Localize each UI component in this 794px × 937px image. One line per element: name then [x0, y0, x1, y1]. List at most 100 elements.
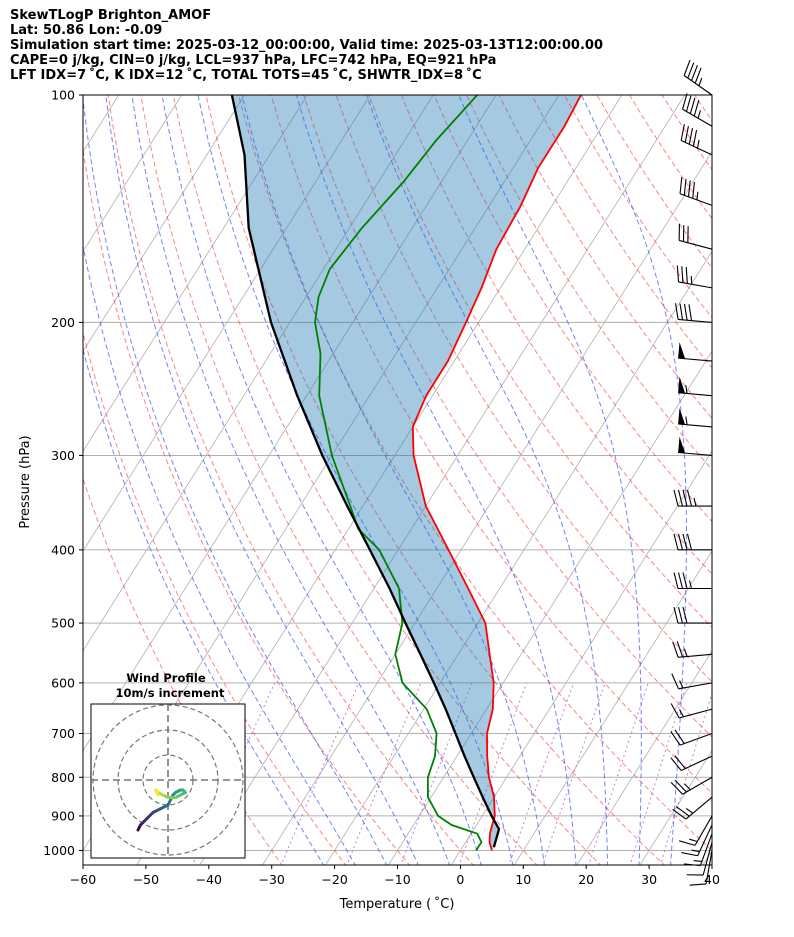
wind-barb: [670, 703, 713, 719]
wind-barb: [670, 755, 713, 771]
wind-barb-staff: [679, 193, 713, 206]
x-axis: −60 −50 −40 −30 −20 −10 0 10 20 30 40: [70, 865, 720, 887]
x-tick-label: −10: [384, 872, 410, 887]
moist-adiabat: [83, 243, 356, 865]
isotherm-gridline: [83, 95, 371, 552]
wind-barb: [686, 842, 713, 876]
wind-barb-half: [685, 416, 688, 425]
moist-adiabat: [131, 95, 451, 865]
dry-adiabat: [83, 330, 347, 865]
title-indices-lifted: LFT IDX=7 ˚C, K IDX=12 ˚C, TOTAL TOTS=45…: [10, 68, 482, 83]
x-axis-label: Temperature ( ˚C): [339, 896, 455, 912]
wind-barb-flag: [676, 265, 680, 282]
wind-barb-half: [688, 580, 693, 589]
moist-adiabat: [458, 95, 642, 865]
dewpoint-line: [314, 95, 483, 851]
dry-adiabat: [270, 95, 712, 794]
dry-adiabat: [563, 95, 712, 319]
wind-barb-staff: [705, 850, 713, 885]
wind-barb: [679, 177, 713, 206]
wind-barb-flag: [677, 606, 684, 624]
moist-adiabat: [241, 95, 545, 865]
hodograph-inset: Wind Profile 10m/s increment: [90, 671, 246, 859]
wind-barb-flag: [673, 489, 679, 507]
dry-adiabat: [107, 95, 474, 865]
mixing-ratio-line: [400, 682, 473, 865]
isotherm-gridline: [83, 95, 182, 253]
y-tick-label: 100: [51, 88, 75, 103]
y-tick-label: 600: [51, 675, 75, 690]
y-tick-label: 800: [51, 770, 75, 785]
isotherm-gridline: [702, 849, 712, 865]
wind-barb-flag: [675, 806, 690, 817]
dry-adiabat: [694, 95, 712, 122]
wind-barb-half: [693, 497, 697, 507]
mixing-ratio-line: [542, 682, 606, 865]
mixing-ratio-line: [346, 682, 422, 865]
wind-barb-staff: [685, 796, 713, 820]
wind-barb-flag: [685, 95, 692, 112]
wind-barb-pennant: [678, 436, 686, 454]
wind-barb: [689, 850, 713, 886]
wind-barb: [671, 673, 713, 690]
wind-barb-flag: [677, 533, 684, 550]
wind-barb-flag: [692, 181, 695, 199]
dry-adiabat: [303, 95, 712, 738]
wind-barb-half: [696, 139, 700, 149]
moist-adiabat: [105, 95, 419, 865]
wind-barb-flag: [680, 124, 685, 141]
wind-barb-staff: [678, 357, 713, 362]
wind-barb-staff: [699, 833, 713, 866]
mixing-ratio-line: [660, 691, 712, 865]
x-tick-label: −40: [196, 872, 222, 887]
wind-barb: [681, 824, 713, 857]
wind-barb-flag: [685, 267, 688, 284]
wind-barb-half: [683, 648, 688, 657]
wind-barb-flag: [673, 606, 679, 624]
y-axis: 1000 900 800 700 600 500 400 300 200 100: [43, 88, 83, 858]
wind-barb: [673, 489, 712, 507]
wind-barb: [670, 776, 713, 795]
wind-barb-flag: [679, 177, 683, 194]
isotherm-gridline: [513, 550, 712, 865]
wind-barb-flag: [686, 533, 693, 550]
chart-title: SkewTLogP Brighton_AMOF Lat: 50.86 Lon: …: [10, 8, 603, 83]
wind-barb-flag: [683, 59, 691, 76]
wind-barb-flag: [679, 303, 684, 320]
wind-barb: [673, 572, 712, 590]
wind-barb-flag: [673, 533, 679, 550]
wind-barb-flag: [671, 673, 680, 690]
wind-barb-flag: [678, 840, 696, 846]
wind-barb-flag: [677, 489, 684, 507]
wind-barb-flag: [674, 303, 679, 320]
wind-barb-flag: [682, 572, 688, 589]
mixing-ratio-line: [280, 682, 360, 865]
isotherm-gridline: [83, 95, 308, 452]
wind-barb-flag: [687, 180, 691, 197]
wind-barb-flag: [674, 755, 686, 769]
mixing-ratio-line: [508, 682, 575, 865]
dry-adiabat: [596, 95, 712, 269]
temperature-line: [411, 95, 582, 851]
wind-barb: [680, 124, 713, 156]
x-tick-label: 30: [641, 872, 657, 887]
wind-barb-staff: [680, 139, 713, 156]
wind-barb: [674, 303, 713, 323]
wind-barb-half: [698, 77, 703, 87]
parcel-profile-line: [230, 95, 501, 848]
wind-barb: [673, 606, 712, 624]
wind-barb-staff: [678, 318, 713, 323]
wind-barb-flag: [673, 572, 679, 589]
wind-barb-flag: [684, 126, 689, 143]
dry-adiabat: [83, 146, 410, 865]
dry-adiabat: [238, 95, 712, 852]
isotherm-gridline: [262, 150, 712, 865]
title-times: Simulation start time: 2025-03-12_00:00:…: [10, 38, 603, 53]
isotherm-gridline: [324, 250, 712, 865]
wind-barb: [678, 376, 713, 397]
wind-barb-flag: [693, 100, 700, 117]
wind-barb-flag: [682, 533, 688, 550]
wind-barb-half: [693, 859, 702, 862]
dry-adiabat: [400, 95, 712, 575]
